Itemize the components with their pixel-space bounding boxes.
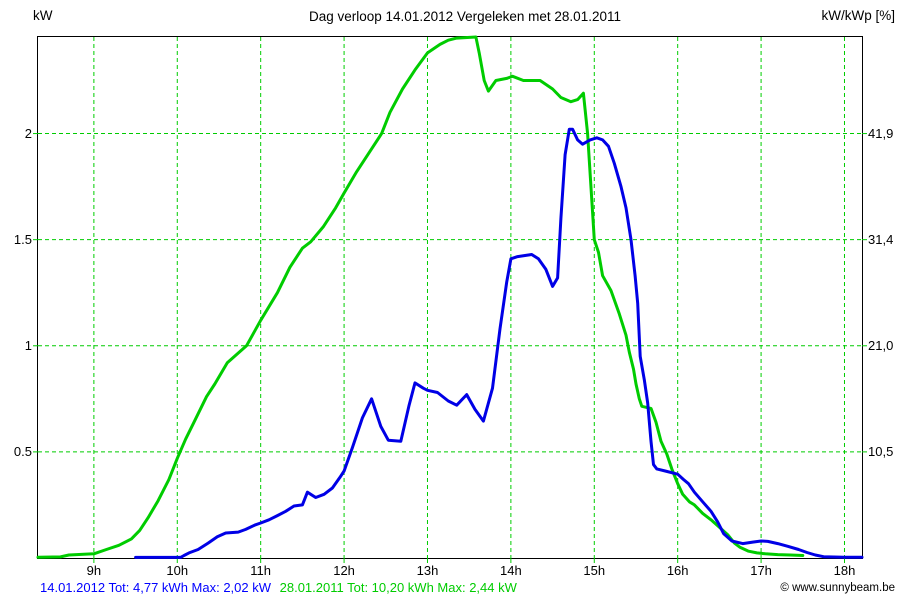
copyright-credit: © www.sunnybeam.be xyxy=(780,582,895,594)
y-axis-unit-right: kW/kWp [%] xyxy=(821,8,896,23)
x-axis-tick-label: 11h xyxy=(250,563,272,578)
x-axis-tick-label: 13h xyxy=(416,563,439,578)
plot-area xyxy=(33,35,867,563)
x-axis-tick-label: 18h xyxy=(833,563,856,578)
series-line-28.01.2011 xyxy=(36,35,805,559)
x-axis-tick-label: 10h xyxy=(166,563,189,578)
y-axis-tick-label-left: 1 xyxy=(24,337,32,353)
y-axis-tick-label-left: 2 xyxy=(24,125,32,141)
y-axis-tick-label-right: 31,4 xyxy=(868,231,894,247)
y-axis-tick-label-right: 41,9 xyxy=(868,125,894,141)
x-axis-tick-label: 12h xyxy=(333,563,355,578)
x-axis-tick-label: 16h xyxy=(666,563,689,578)
x-axis-tick-label: 14h xyxy=(500,563,522,578)
y-axis-tick-label-left: 1.5 xyxy=(13,231,32,247)
y-axis-tick-label-right: 10,5 xyxy=(868,443,894,459)
footer-summary: 14.01.2012 Tot: 4,77 kWh Max: 2,02 kW 28… xyxy=(40,580,517,595)
footer-series-green-label: 28.01.2011 Tot: 10,20 kWh Max: 2,44 kW xyxy=(279,580,517,595)
y-axis-tick-label-left: 0.5 xyxy=(13,443,32,459)
chart-title: Dag verloop 14.01.2012 Vergeleken met 28… xyxy=(309,9,621,24)
x-axis-tick-label: 15h xyxy=(583,563,606,578)
y-axis-unit-left: kW xyxy=(33,8,53,23)
footer-series-blue-label: 14.01.2012 Tot: 4,77 kWh Max: 2,02 kW xyxy=(40,580,271,595)
series-line-14.01.2012 xyxy=(134,127,864,559)
chart-canvas xyxy=(33,35,867,563)
y-axis-tick-label-right: 21,0 xyxy=(868,337,894,353)
x-axis-tick-label: 9h xyxy=(86,563,102,578)
x-axis-tick-label: 17h xyxy=(750,563,772,578)
